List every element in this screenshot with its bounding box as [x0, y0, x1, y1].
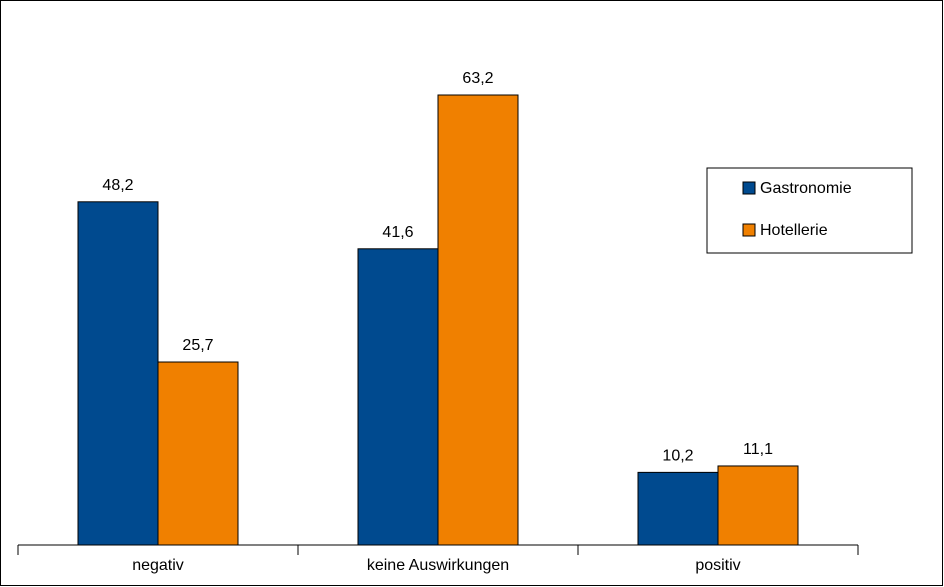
x-tick-label: negativ — [132, 557, 184, 574]
bar — [157, 361, 239, 546]
bar — [437, 94, 519, 546]
legend-label: Hotellerie — [760, 222, 828, 239]
data-label: 48,2 — [102, 177, 133, 194]
data-label: 41,6 — [382, 224, 413, 241]
legend-swatch — [742, 223, 756, 237]
data-label: 25,7 — [182, 337, 213, 354]
bar — [357, 248, 439, 546]
x-tick-label: positiv — [695, 557, 740, 574]
legend-box — [706, 167, 913, 254]
legend-label: Gastronomie — [760, 180, 852, 197]
data-label: 63,2 — [462, 70, 493, 87]
bar — [717, 465, 799, 546]
bar — [77, 201, 159, 546]
data-label: 10,2 — [662, 448, 693, 465]
data-label: 11,1 — [743, 441, 773, 458]
legend-swatch — [742, 181, 756, 195]
x-tick-label: keine Auswirkungen — [367, 557, 509, 574]
bar — [637, 471, 719, 546]
